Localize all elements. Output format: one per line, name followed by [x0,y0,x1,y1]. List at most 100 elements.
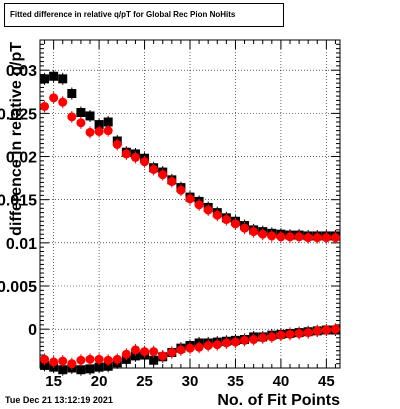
x-tick-label: 35 [227,373,244,390]
data-point [321,325,331,335]
data-point [58,74,68,84]
data-point [40,101,50,111]
data-point [58,356,68,366]
data-point [121,149,131,159]
data-point [312,326,322,336]
data-point [267,231,277,241]
data-point [149,164,159,174]
data-point [40,74,50,84]
series-3 [40,323,340,370]
data-point [85,364,95,374]
data-point [294,232,304,242]
data-point [240,335,250,345]
data-point [203,205,213,215]
data-point [76,365,86,375]
x-tick-label: 45 [318,373,335,390]
x-tick-label: 20 [91,373,108,390]
y-tick-label: 0.015 [0,193,37,210]
data-point [40,354,50,364]
data-point [303,328,313,338]
data-point [67,112,77,122]
data-point [285,232,295,242]
data-point [194,200,204,210]
data-point [49,93,59,103]
data-point [230,219,240,229]
y-axis-label: difference in relative q/pT [8,42,25,236]
data-point [176,185,186,195]
timestamp: Tue Dec 21 13:12:19 2021 [5,395,113,405]
data-point [85,354,95,364]
data-point [267,332,277,342]
data-point [330,233,340,243]
y-tick-label: 0.025 [0,106,37,123]
data-point [185,194,195,204]
data-point [185,343,195,353]
x-tick-label: 25 [136,373,153,390]
y-tick-label: 0.01 [6,236,37,253]
data-point [194,342,204,352]
data-point [158,351,168,361]
x-axis-label: No. of Fit Points [217,392,340,409]
data-point [58,365,68,375]
data-point [167,347,177,357]
data-point [49,357,59,367]
data-point [103,361,113,371]
series-0 [40,70,340,242]
data-point [258,333,268,343]
data-point [94,354,104,364]
data-point [112,139,122,149]
data-point [49,71,59,81]
y-tick-label: 0.03 [6,63,37,80]
data-point [258,229,268,239]
data-point [94,126,104,136]
series-1 [40,91,340,244]
data-point [221,215,231,225]
y-tick-label: 0.005 [0,279,37,296]
data-point [103,126,113,136]
data-point [85,111,95,121]
data-point [176,345,186,355]
data-point [294,328,304,338]
data-point [240,223,250,233]
data-point [167,177,177,187]
data-point [140,347,150,357]
data-point [230,337,240,347]
data-point [303,233,313,243]
plot-frame [39,39,341,369]
data-point [221,338,231,348]
y-tick-label: 0 [28,322,37,339]
data-point [158,170,168,180]
data-point [130,345,140,355]
data-point [40,360,50,370]
data-point [149,347,159,357]
data-point [130,152,140,162]
x-tick-label: 30 [182,373,199,390]
x-tick-label: 40 [273,373,290,390]
data-point [76,108,86,118]
data-point [249,335,259,345]
data-point [249,227,259,237]
data-point [330,324,340,334]
data-point [212,340,222,350]
data-point [312,233,322,243]
x-tick-label: 15 [45,373,62,390]
data-point [94,120,104,130]
data-point [112,354,122,364]
data-point [67,359,77,369]
data-point [103,355,113,365]
data-point [130,351,140,361]
data-point [321,233,331,243]
data-point [140,157,150,167]
chart-title: Fitted difference in relative q/pT for G… [4,3,284,27]
y-tick-label: 0.02 [6,150,37,167]
data-point [94,362,104,372]
data-point [212,210,222,220]
data-point [121,349,131,359]
data-point [76,355,86,365]
data-point [103,117,113,127]
data-point [149,355,159,365]
data-point [67,89,77,99]
data-point [276,232,286,242]
data-point [203,341,213,351]
